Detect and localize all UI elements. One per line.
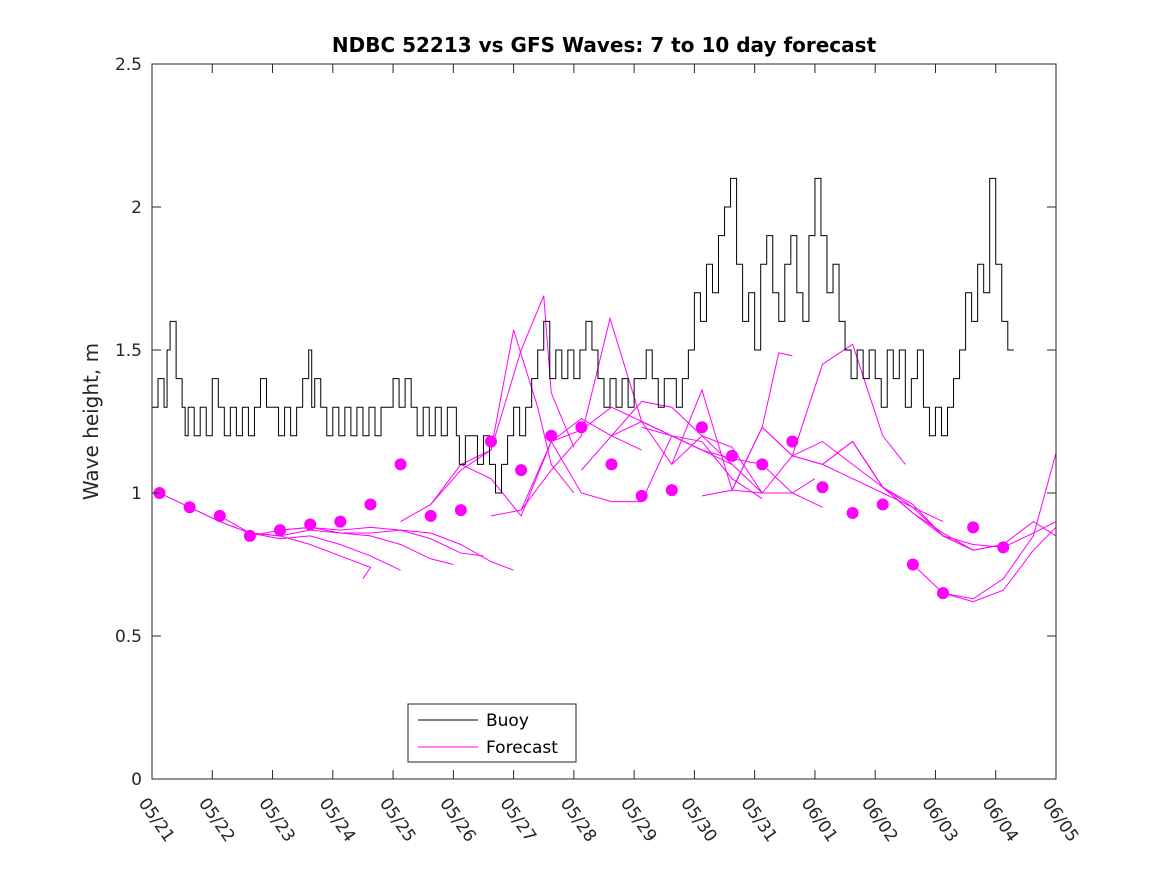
forecast-trace <box>912 452 1057 600</box>
forecast-trace <box>280 526 514 571</box>
forecast-point <box>937 587 949 600</box>
plot-traces <box>152 177 1057 603</box>
forecast-point <box>816 481 829 494</box>
y-tick-label: 1.5 <box>115 341 142 361</box>
legend: Buoy Forecast <box>407 703 577 763</box>
x-tick-label: 05/25 <box>375 794 419 846</box>
x-tick-label: 06/01 <box>797 794 841 846</box>
forecast-trace <box>732 455 944 523</box>
forecast-point <box>304 518 317 531</box>
forecast-point <box>454 504 467 517</box>
forecast-point <box>635 489 648 502</box>
forecast-point <box>394 458 407 471</box>
forecast-point <box>695 421 708 434</box>
plot-points <box>153 421 1010 600</box>
forecast-point <box>213 509 226 522</box>
forecast-point <box>545 429 558 442</box>
forecast-point <box>424 509 437 522</box>
forecast-trace <box>942 526 1057 603</box>
y-tick-label: 0.5 <box>115 627 142 647</box>
forecast-point <box>846 507 859 520</box>
forecast-trace <box>852 441 1057 548</box>
forecast-trace <box>581 400 793 494</box>
forecast-point <box>334 515 347 528</box>
forecast-trace <box>611 420 816 494</box>
forecast-point <box>726 449 739 462</box>
forecast-point <box>575 421 588 434</box>
x-tick-label: 06/05 <box>1038 794 1082 846</box>
forecast-trace <box>671 352 793 492</box>
forecast-point <box>665 484 678 497</box>
buoy-series-line <box>152 177 1014 494</box>
forecast-point <box>515 464 528 477</box>
forecast-trace <box>189 506 401 571</box>
y-axis-label: Wave height, m <box>79 343 103 500</box>
x-tick-label: 05/24 <box>315 794 359 846</box>
forecast-point <box>364 498 377 511</box>
forecast-point <box>876 498 889 511</box>
forecast-point <box>243 529 256 542</box>
x-tick-label: 06/03 <box>917 794 961 846</box>
x-tick-label: 05/29 <box>616 794 660 846</box>
x-tick-label: 05/21 <box>134 794 178 846</box>
x-tick-label: 05/27 <box>496 794 540 846</box>
x-tick-label: 05/22 <box>194 794 238 846</box>
chart-title: NDBC 52213 vs GFS Waves: 7 to 10 day for… <box>332 33 877 57</box>
forecast-point <box>786 435 799 448</box>
forecast-trace <box>430 295 575 505</box>
x-axis: 05/21 05/22 05/23 05/24 05/25 05/26 05/27 05/28… <box>134 64 1082 846</box>
legend-label-buoy: Buoy <box>486 711 529 731</box>
forecast-point <box>274 524 287 537</box>
x-tick-label: 05/28 <box>556 794 600 846</box>
forecast-point <box>997 541 1010 554</box>
y-tick-label: 1 <box>131 484 142 504</box>
x-tick-label: 05/31 <box>737 794 781 846</box>
forecast-point <box>485 435 497 448</box>
forecast-point <box>605 458 618 471</box>
y-axis: 0 0.5 1 1.5 2 2.5 <box>115 55 1056 790</box>
legend-box <box>407 703 577 763</box>
forecast-trace <box>822 440 1057 551</box>
legend-label-forecast: Forecast <box>486 738 558 758</box>
x-tick-label: 06/04 <box>978 794 1022 846</box>
forecast-point <box>183 501 196 514</box>
forecast-trace <box>761 426 974 551</box>
y-tick-label: 0 <box>131 770 142 790</box>
forecast-trace <box>400 329 575 523</box>
x-tick-label: 06/02 <box>857 794 901 846</box>
x-tick-label: 05/26 <box>435 794 479 846</box>
axes-box <box>151 63 1057 780</box>
forecast-point <box>906 558 919 571</box>
forecast-trace <box>701 343 906 497</box>
forecast-point <box>967 521 980 534</box>
x-tick-label: 05/30 <box>676 794 720 846</box>
y-tick-label: 2.5 <box>115 55 142 75</box>
x-tick-label: 05/23 <box>254 794 298 846</box>
y-tick-label: 2 <box>131 198 142 218</box>
forecast-point <box>756 458 769 471</box>
